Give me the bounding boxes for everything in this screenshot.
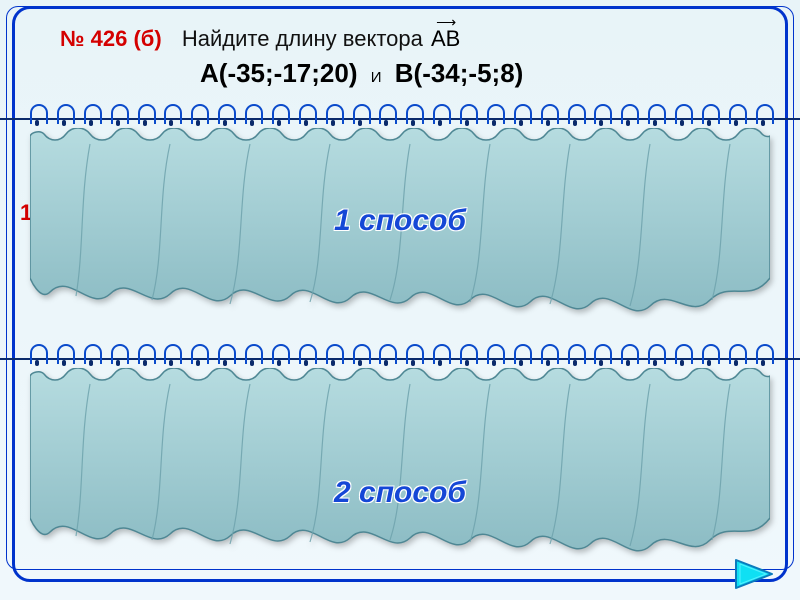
spiral-ring-icon bbox=[646, 104, 664, 128]
spiral-ring-icon bbox=[485, 104, 503, 128]
spiral-ring-icon bbox=[404, 104, 422, 128]
spiral-ring-icon bbox=[297, 104, 315, 128]
spiral-ring-icon bbox=[243, 344, 261, 368]
spiral-ring-icon bbox=[270, 104, 288, 128]
spiral-ring-icon bbox=[216, 344, 234, 368]
spiral-ring-icon bbox=[270, 344, 288, 368]
spiral-ring-icon bbox=[458, 104, 476, 128]
spiral-ring-icon bbox=[700, 104, 718, 128]
spiral-ring-icon bbox=[55, 104, 73, 128]
spiral-ring-icon bbox=[485, 344, 503, 368]
spiral-ring-icon bbox=[754, 104, 772, 128]
point-a-coords: (-35;-17;20) bbox=[219, 58, 358, 88]
spiral-ring-icon bbox=[700, 344, 718, 368]
next-button[interactable] bbox=[732, 556, 776, 592]
spiral-ring-icon bbox=[82, 344, 100, 368]
spiral-ring-icon bbox=[592, 344, 610, 368]
problem-prompt: Найдите длину вектора bbox=[182, 26, 423, 51]
spiral-ring-icon bbox=[727, 104, 745, 128]
spiral-ring-icon bbox=[28, 344, 46, 368]
spiral-ring-icon bbox=[377, 344, 395, 368]
curtain-shape bbox=[30, 368, 770, 551]
spiral-ring-icon bbox=[189, 104, 207, 128]
point-b-label: B bbox=[395, 58, 414, 88]
spiral-ring-icon bbox=[377, 104, 395, 128]
vector-AB: ⟶ АВ bbox=[431, 26, 460, 52]
and-label: И bbox=[371, 69, 382, 86]
spiral-ring-icon bbox=[566, 104, 584, 128]
point-a-label: A bbox=[200, 58, 219, 88]
spiral-ring-icon bbox=[243, 104, 261, 128]
spiral-ring-icon bbox=[431, 104, 449, 128]
spiral-ring-icon bbox=[324, 104, 342, 128]
spiral-ring-icon bbox=[109, 104, 127, 128]
spiral-ring-icon bbox=[619, 344, 637, 368]
spiral-ring-icon bbox=[431, 344, 449, 368]
point-b-coords: (-34;-5;8) bbox=[414, 58, 524, 88]
points-row: A(-35;-17;20) И B(-34;-5;8) bbox=[200, 58, 523, 89]
spiral-ring-icon bbox=[216, 104, 234, 128]
problem-number: № 426 (б) bbox=[60, 26, 162, 51]
spiral-ring-icon bbox=[136, 104, 154, 128]
spiral-ring-icon bbox=[458, 344, 476, 368]
spiral-ring-icon bbox=[297, 344, 315, 368]
curtain-method-2[interactable]: 2 способ bbox=[24, 348, 776, 558]
spiral-ring-icon bbox=[512, 104, 530, 128]
spiral-ring-icon bbox=[404, 344, 422, 368]
spiral-ring-icon bbox=[539, 104, 557, 128]
spiral-ring-icon bbox=[646, 344, 664, 368]
spiral-ring-icon bbox=[162, 344, 180, 368]
spiral-ring-icon bbox=[539, 344, 557, 368]
curtain-method-1[interactable]: 1 способ bbox=[24, 108, 776, 318]
spiral-ring-icon bbox=[109, 344, 127, 368]
spiral-ring-icon bbox=[727, 344, 745, 368]
spiral-ring-icon bbox=[566, 344, 584, 368]
spiral-ring-icon bbox=[673, 104, 691, 128]
spiral-ring-icon bbox=[619, 104, 637, 128]
spiral-ring-icon bbox=[55, 344, 73, 368]
spiral-ring-icon bbox=[673, 344, 691, 368]
spiral-ring-icon bbox=[592, 104, 610, 128]
spiral-ring-icon bbox=[28, 104, 46, 128]
spiral-ring-icon bbox=[82, 104, 100, 128]
spiral-ring-icon bbox=[324, 344, 342, 368]
method-2-label: 2 способ bbox=[334, 476, 466, 510]
spiral-ring-icon bbox=[754, 344, 772, 368]
spiral-ring-icon bbox=[512, 344, 530, 368]
curtain-fabric bbox=[30, 368, 770, 558]
spiral-ring-icon bbox=[351, 104, 369, 128]
title-row: № 426 (б) Найдите длину вектора ⟶ АВ bbox=[60, 26, 460, 52]
vector-arrow-icon: ⟶ bbox=[431, 14, 460, 31]
spiral-ring-icon bbox=[189, 344, 207, 368]
spiral-ring-icon bbox=[351, 344, 369, 368]
spiral-ring-icon bbox=[136, 344, 154, 368]
spiral-ring-icon bbox=[162, 104, 180, 128]
method-1-label: 1 способ bbox=[334, 204, 466, 238]
